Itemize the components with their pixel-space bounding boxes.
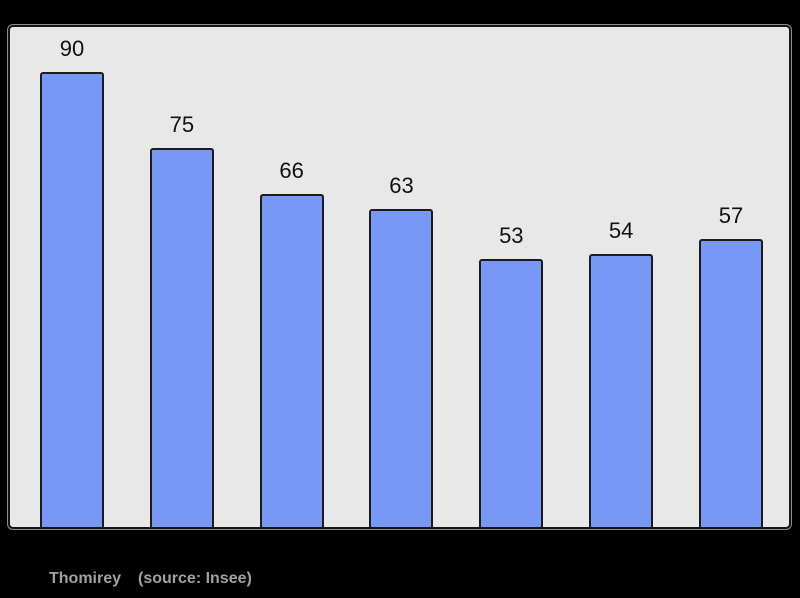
bar bbox=[698, 239, 763, 527]
bar bbox=[589, 254, 654, 527]
bar-slot: 53 bbox=[479, 27, 544, 527]
bar-value-label: 63 bbox=[389, 172, 414, 198]
bar bbox=[40, 72, 104, 527]
caption-commune-name: Thomirey bbox=[49, 570, 122, 587]
bar bbox=[259, 193, 324, 527]
bar-slot: 66 bbox=[259, 27, 324, 527]
bar-slot: 57 bbox=[698, 27, 763, 527]
bar-value-label: 66 bbox=[279, 157, 304, 183]
bar-slot: 54 bbox=[589, 27, 654, 527]
bar-value-label: 75 bbox=[169, 112, 195, 138]
bar-value-label: 53 bbox=[499, 223, 524, 249]
bar-slot: 63 bbox=[369, 27, 434, 527]
plot-panel: 90 75 66 63 53 54 57 bbox=[8, 25, 791, 529]
bar bbox=[369, 208, 434, 527]
bar bbox=[149, 148, 214, 527]
bar-value-label: 54 bbox=[608, 218, 634, 244]
bar-slot: 90 bbox=[40, 27, 104, 527]
bar-slot: 75 bbox=[149, 27, 214, 527]
bar-group: 90 75 66 63 53 54 57 bbox=[10, 27, 789, 527]
bar-value-label: 57 bbox=[718, 203, 744, 229]
caption-source-note: (source: Insee) bbox=[138, 570, 252, 587]
chart-caption: Thomirey (source: Insee) bbox=[49, 570, 252, 588]
bar bbox=[479, 259, 544, 527]
bar-value-label: 90 bbox=[59, 36, 85, 62]
